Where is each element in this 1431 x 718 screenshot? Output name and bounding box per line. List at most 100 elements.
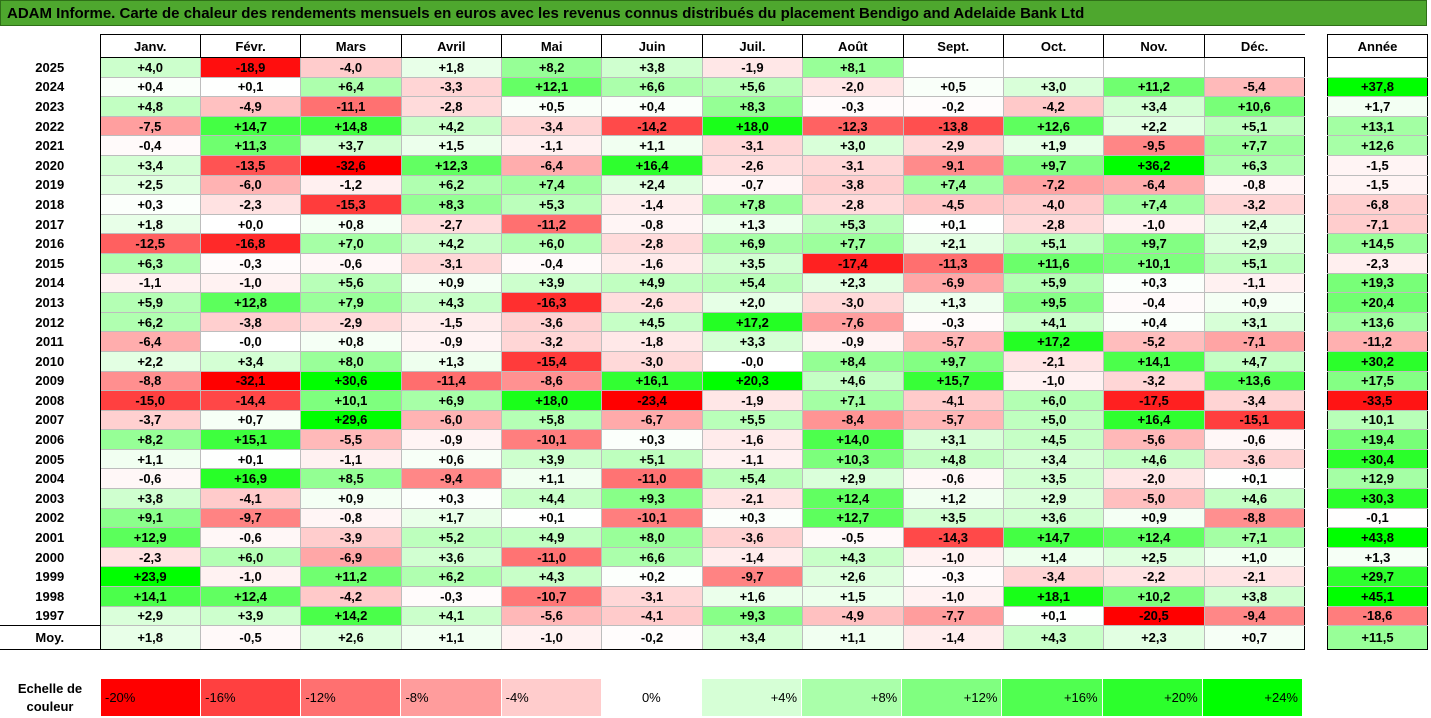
heatmap-cell: -7,1: [1203, 331, 1306, 352]
heatmap-cell: +0,4: [99, 77, 201, 98]
year-row: 2025 +4,0 -18,9 -4,0 +1,8 +8,2 +3,8 -1,9 +8,1: [0, 57, 1306, 78]
heatmap-cell: +8,4: [802, 351, 903, 372]
heatmap-cell: +3,3: [701, 331, 803, 352]
heatmap-cell: +7,4: [1103, 194, 1205, 215]
heatmap-cell: [902, 57, 1004, 78]
heatmap-cell: -6,4: [1103, 175, 1205, 196]
heatmap-cell: +5,4: [701, 468, 803, 490]
heatmap-cell: +3,4: [1103, 96, 1205, 117]
annual-row: +17,5: [1327, 371, 1428, 392]
heatmap-cell: +0,7: [199, 410, 301, 431]
heatmap-cell: +15,1: [199, 429, 301, 450]
annual-cell: -18,6: [1327, 606, 1428, 627]
heatmap-cell: +2,2: [1103, 116, 1205, 137]
heatmap-cell: +12,4: [199, 586, 301, 607]
heatmap-cell: -1,9: [701, 57, 803, 78]
heatmap-cell: +11,2: [1103, 77, 1205, 98]
year-label: 2002: [0, 508, 101, 528]
heatmap-cell: -3,1: [601, 586, 703, 607]
heatmap-cell: -3,2: [500, 331, 602, 352]
annual-cell: +20,4: [1327, 292, 1428, 313]
annual-cell: +12,6: [1327, 135, 1428, 156]
annual-cell: +13,1: [1327, 116, 1428, 137]
heatmap-cell: -4,5: [902, 194, 1004, 215]
heatmap-cell: -2,3: [99, 547, 201, 568]
average-label: Moy.: [0, 625, 101, 651]
year-row: 2023 +4,8 -4,9 -11,1 -2,8 +0,5 +0,4 +8,3 -0,3 -0,…: [0, 96, 1306, 117]
heatmap-cell: +9,1: [99, 508, 201, 529]
heatmap-cell: +0,5: [902, 77, 1004, 98]
average-cell: +2,3: [1103, 625, 1205, 651]
heatmap-cell: -12,3: [802, 116, 903, 137]
heatmap-cell: -1,8: [601, 331, 703, 352]
year-label: 2007: [0, 410, 101, 430]
heatmap-cell: -7,7: [902, 606, 1004, 627]
heatmap-cell: -5,0: [1103, 488, 1205, 509]
scale-swatch: -12%: [300, 678, 402, 717]
heatmap-cell: -13,5: [199, 155, 301, 176]
heatmap-cell: +0,3: [601, 429, 703, 450]
heatmap-cell: +2,0: [701, 292, 803, 313]
average-cell: +3,4: [701, 625, 803, 651]
heatmap-cell: +4,3: [500, 566, 602, 588]
heatmap-cell: -0,3: [902, 312, 1004, 333]
annual-row: +13,1: [1327, 116, 1428, 137]
heatmap-cell: -14,3: [902, 527, 1004, 548]
average-row: Moy. +1,8 -0,5 +2,6 +1,1 -1,0 -0,2 +3,4 +1,1 -1,4…: [0, 625, 1306, 651]
heatmap-cell: +6,6: [601, 77, 703, 98]
heatmap-cell: +1,3: [902, 292, 1004, 313]
heatmap-cell: +4,0: [99, 57, 201, 78]
heatmap-cell: +3,5: [701, 253, 803, 274]
heatmap-cell: -4,0: [300, 57, 402, 78]
annual-cell: -6,8: [1327, 194, 1428, 215]
year-label: 2022: [0, 116, 101, 136]
heatmap-cell: +3,9: [500, 449, 602, 470]
scale-swatch: +4%: [700, 678, 803, 717]
heatmap-cell: -11,2: [500, 214, 602, 235]
color-scale-swatches: -20% -16% -12% -8% -4% 0% +4% +8% +12% +16% +20% +2…: [99, 678, 1304, 717]
annual-row: [1327, 57, 1428, 78]
heatmap-cell: -3,2: [1103, 371, 1205, 392]
heatmap-cell: -7,5: [99, 116, 201, 137]
color-scale-label-line2: couleur: [26, 699, 74, 714]
heatmap-cell: +0,2: [601, 566, 703, 588]
heatmap-cell: +4,1: [1002, 312, 1104, 333]
heatmap-cell: -3,9: [300, 527, 402, 548]
heatmap-cell: -0,6: [1203, 429, 1306, 450]
heatmap-cell: -1,1: [99, 273, 201, 294]
chart-title: ADAM Informe. Carte de chaleur des rende…: [0, 0, 1427, 26]
annual-cell: +45,1: [1327, 586, 1428, 607]
annual-row: +13,6: [1327, 312, 1428, 333]
heatmap-cell: -2,8: [1002, 214, 1104, 235]
heatmap-cell: [1103, 57, 1205, 78]
heatmap-cell: +14,0: [802, 429, 903, 450]
year-label: 2000: [0, 547, 101, 567]
heatmap-cell: +11,2: [300, 566, 402, 588]
heatmap-cell: -2,3: [199, 194, 301, 215]
heatmap-cell: -15,1: [1203, 410, 1306, 431]
year-label: 2010: [0, 351, 101, 371]
month-header: Sept.: [902, 34, 1004, 58]
year-row: 2024 +0,4 +0,1 +6,4 -3,3 +12,1 +6,6 +5,6 -2,0 +0,…: [0, 77, 1306, 98]
heatmap-cell: +9,3: [601, 488, 703, 509]
year-label: 2006: [0, 429, 101, 450]
heatmap-cell: -15,0: [99, 390, 201, 411]
heatmap-cell: -3,6: [1203, 449, 1306, 470]
annual-cell: -33,5: [1327, 390, 1428, 411]
heatmap-cell: +1,1: [601, 135, 703, 156]
heatmap-cell: -2,8: [601, 233, 703, 254]
heatmap-cell: +6,0: [199, 547, 301, 568]
heatmap-cell: +3,4: [99, 155, 201, 176]
year-row: 2006 +8,2 +15,1 -5,5 -0,9 -10,1 +0,3 -1,6 +14,0 +…: [0, 429, 1306, 450]
heatmap-table: Janv. Févr. Mars Avril Mai Juin Juil. Août Sept.…: [0, 34, 1306, 651]
heatmap-cell: -1,1: [300, 449, 402, 470]
average-cell: +1,1: [400, 625, 502, 651]
heatmap-cell: +4,4: [500, 488, 602, 509]
heatmap-cell: -17,4: [802, 253, 903, 274]
heatmap-cell: +0,4: [601, 96, 703, 117]
year-row: 2005 +1,1 +0,1 -1,1 +0,6 +3,9 +5,1 -1,1 +10,3 +4,…: [0, 449, 1306, 470]
heatmap-cell: -9,7: [199, 508, 301, 529]
year-row: 2003 +3,8 -4,1 +0,9 +0,3 +4,4 +9,3 -2,1 +12,4 +1,…: [0, 488, 1306, 509]
heatmap-cell: +6,2: [400, 175, 502, 196]
year-label: 1998: [0, 586, 101, 607]
